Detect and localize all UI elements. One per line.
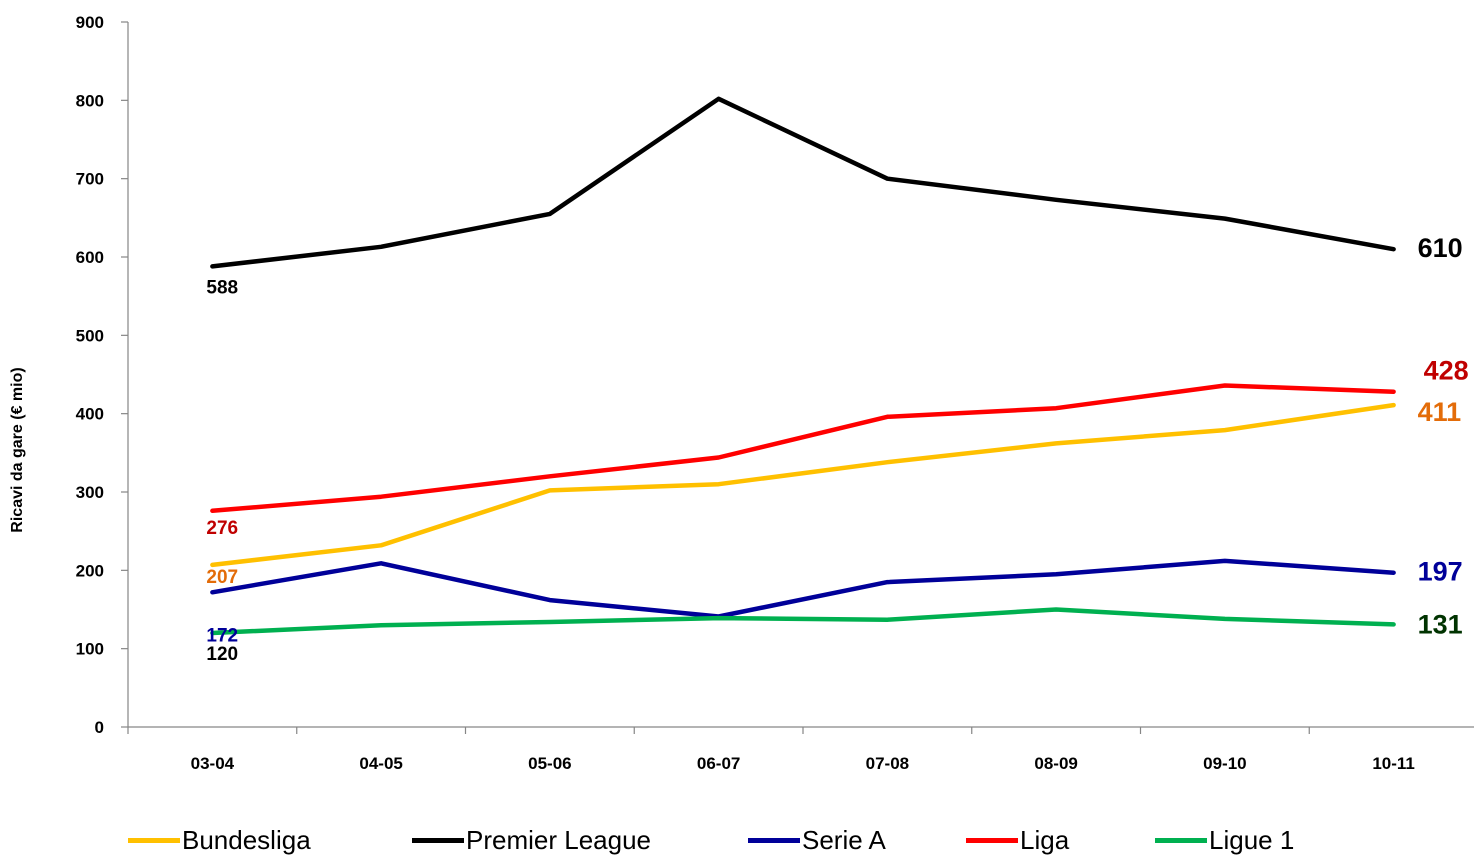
y-tick-label: 800 [76,91,104,110]
legend-item-ligue-1: Ligue 1 [1155,822,1294,858]
start-label-serie-a: 172 [206,625,238,646]
legend-item-premier-league: Premier League [412,822,651,858]
y-tick-label: 900 [76,13,104,32]
end-label-bundesliga: 411 [1418,397,1462,427]
x-tick-label: 09-10 [1203,754,1246,773]
legend-swatch [1155,837,1207,843]
y-axis-label: Ricavi da gare (€ mio) [9,367,26,532]
series-line-serie-a [210,558,1396,619]
data-labels: 207 411 588 610 172 197 276 428 120 131 [206,233,1468,665]
legend-label: Ligue 1 [1209,824,1295,855]
legend: Bundesliga Premier League Serie A Liga Ligue… [0,822,1474,858]
legend-label: Serie A [802,824,886,855]
y-tick-label: 600 [76,248,104,267]
series-line-premier-league [210,96,1396,269]
end-label-premier-league: 610 [1418,233,1463,263]
series-line-bundesliga [210,402,1396,568]
y-tick-label: 300 [76,483,104,502]
x-tick-label: 10-11 [1372,754,1415,773]
series-line-ligue-1 [210,607,1396,636]
end-label-serie-a: 197 [1418,557,1463,587]
end-label-liga: 428 [1424,356,1469,386]
legend-label: Bundesliga [182,824,311,855]
x-tick-label: 06-07 [697,754,740,773]
x-tick-labels: 03-04 04-05 05-06 06-07 07-08 08-09 09-10 10-11 [191,754,1415,773]
start-label-bundesliga: 207 [206,567,238,588]
axes [121,21,1474,734]
legend-item-serie-a: Serie A [748,822,886,858]
y-tick-label: 0 [95,718,104,737]
y-tick-label: 700 [76,170,104,189]
legend-item-liga: Liga [966,822,1069,858]
start-label-ligue-1: 120 [206,644,238,665]
legend-swatch [128,837,180,843]
legend-swatch [748,837,800,843]
legend-swatch [412,837,464,843]
legend-label: Premier League [466,824,651,855]
y-tick-labels: 0 100 200 300 400 500 600 700 800 900 [76,13,104,737]
legend-item-bundesliga: Bundesliga [128,822,311,858]
end-label-ligue-1: 131 [1418,609,1463,639]
legend-label: Liga [1020,824,1070,855]
legend-swatch [966,837,1018,843]
start-label-premier-league: 588 [206,277,238,298]
x-tick-label: 05-06 [528,754,571,773]
y-tick-label: 500 [76,326,104,345]
x-tick-label: 04-05 [359,754,402,773]
x-tick-label: 07-08 [866,754,909,773]
y-tick-label: 100 [76,640,104,659]
series-line-liga [210,383,1396,514]
x-tick-label: 03-04 [191,754,235,773]
start-label-liga: 276 [206,518,238,539]
y-tick-label: 400 [76,405,104,424]
y-tick-label: 200 [76,561,104,580]
x-tick-label: 08-09 [1034,754,1077,773]
series-lines [210,96,1396,636]
